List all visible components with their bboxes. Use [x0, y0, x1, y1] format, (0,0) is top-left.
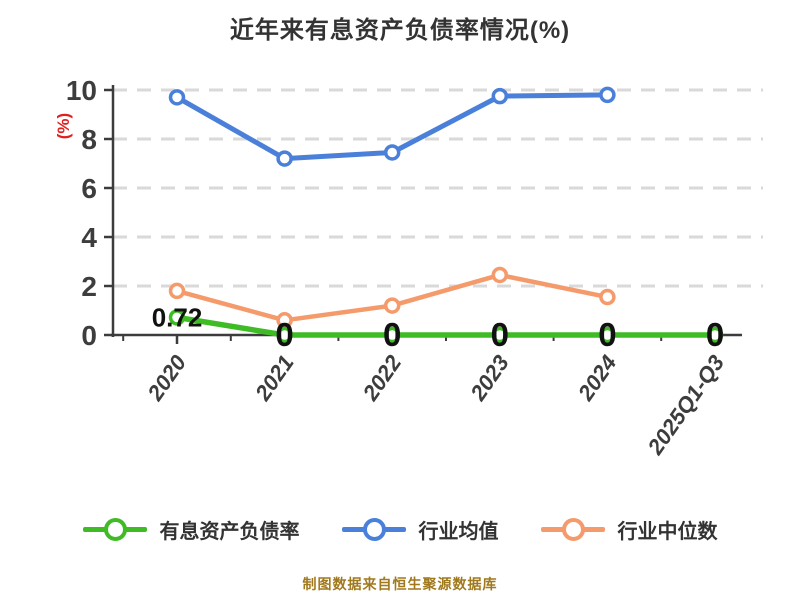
- legend-label: 有息资产负债率: [159, 521, 300, 543]
- legend-circle-icon: [362, 517, 386, 541]
- series-line-2: [168, 266, 616, 329]
- svg-text:10: 10: [66, 75, 97, 106]
- legend-label: 行业均值: [418, 521, 499, 543]
- svg-text:0: 0: [275, 316, 293, 353]
- svg-text:2025Q1-Q3: 2025Q1-Q3: [642, 351, 729, 460]
- svg-text:0.72: 0.72: [152, 302, 203, 332]
- svg-text:0: 0: [706, 316, 724, 353]
- data-source-watermark: 制图数据来自恒生聚源数据库: [302, 576, 498, 592]
- svg-text:2020: 2020: [142, 350, 192, 406]
- legend-circle-icon: [103, 517, 127, 541]
- svg-text:0: 0: [383, 316, 401, 353]
- legend-marker-blue: [341, 517, 406, 543]
- legend-label: 行业中位数: [617, 521, 718, 543]
- data-labels: 0.72 0 0 0 0 0: [152, 302, 724, 353]
- svg-text:2023: 2023: [465, 351, 514, 406]
- y-tick-labels: 0 2 4 6 8 10: [66, 75, 98, 351]
- svg-text:6: 6: [81, 173, 97, 204]
- legend-item-series[interactable]: 行业均值: [341, 515, 499, 544]
- chart-legend: 有息资产负债率 行业均值 行业中位数: [0, 515, 800, 544]
- svg-text:4: 4: [81, 222, 97, 253]
- series-line-0: [168, 309, 724, 344]
- svg-text:0: 0: [491, 316, 509, 353]
- svg-text:0: 0: [598, 316, 616, 353]
- svg-text:2021: 2021: [250, 351, 299, 406]
- svg-text:0: 0: [81, 320, 97, 351]
- legend-marker-orange: [540, 517, 605, 543]
- legend-item-series[interactable]: 有息资产负债率: [82, 515, 300, 544]
- svg-text:8: 8: [81, 124, 97, 155]
- gridlines: [113, 88, 763, 288]
- chart-title: 近年来有息资产负债率情况(%): [229, 17, 571, 44]
- legend-item-series[interactable]: 行业中位数: [540, 515, 718, 544]
- x-tick-labels: 2020 2021 2022 2023 2024 2025Q1-Q3: [142, 350, 729, 460]
- series-line-1: [168, 86, 616, 167]
- legend-circle-icon: [561, 517, 585, 541]
- svg-text:2: 2: [81, 271, 97, 302]
- svg-text:2022: 2022: [357, 350, 407, 406]
- svg-text:2024: 2024: [572, 351, 621, 406]
- legend-marker-green: [82, 517, 147, 543]
